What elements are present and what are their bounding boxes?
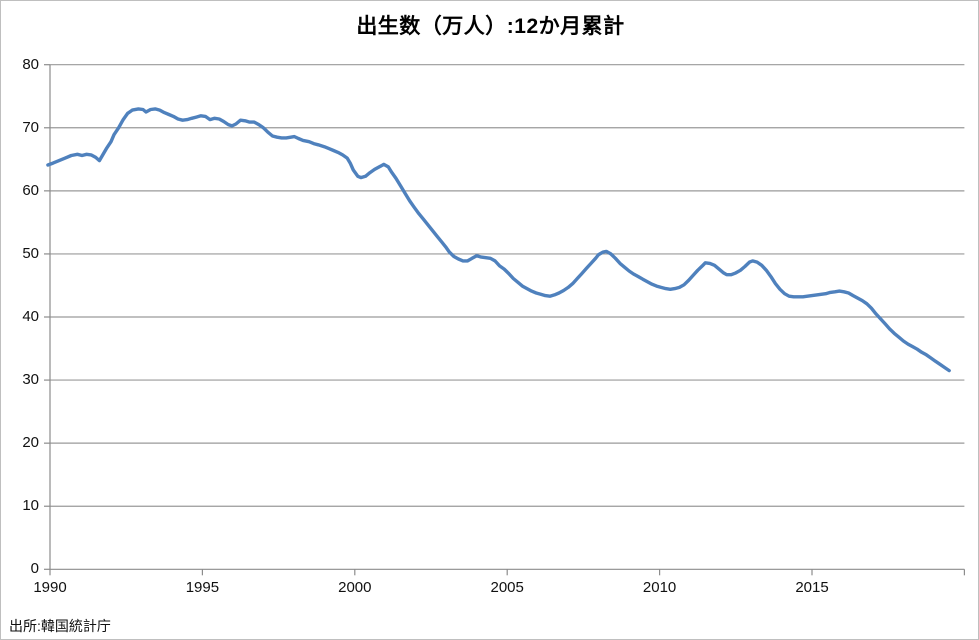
chart-title: 出生数（万人）:12か月累計 (356, 15, 625, 38)
x-tick-label: 2015 (795, 579, 829, 596)
x-tick-label: 2010 (642, 579, 677, 596)
y-tick-label: 60 (22, 181, 39, 199)
y-tick-label: 50 (22, 244, 39, 262)
y-tick-label: 10 (22, 497, 39, 515)
y-tick-label: 70 (22, 118, 39, 136)
y-tick-label: 80 (22, 55, 39, 73)
source-note: 出所:韓国統計庁 (9, 618, 111, 634)
y-tick-label: 20 (22, 434, 39, 452)
x-tick-label: 1995 (185, 579, 220, 596)
y-tick-label: 30 (22, 371, 39, 389)
x-tick-label: 2005 (490, 579, 524, 596)
x-tick-label: 2000 (338, 579, 372, 596)
births-line (46, 107, 951, 373)
y-tick-label: 0 (30, 560, 39, 578)
y-tick-label: 40 (22, 308, 39, 325)
x-tick-label: 1990 (33, 579, 67, 596)
